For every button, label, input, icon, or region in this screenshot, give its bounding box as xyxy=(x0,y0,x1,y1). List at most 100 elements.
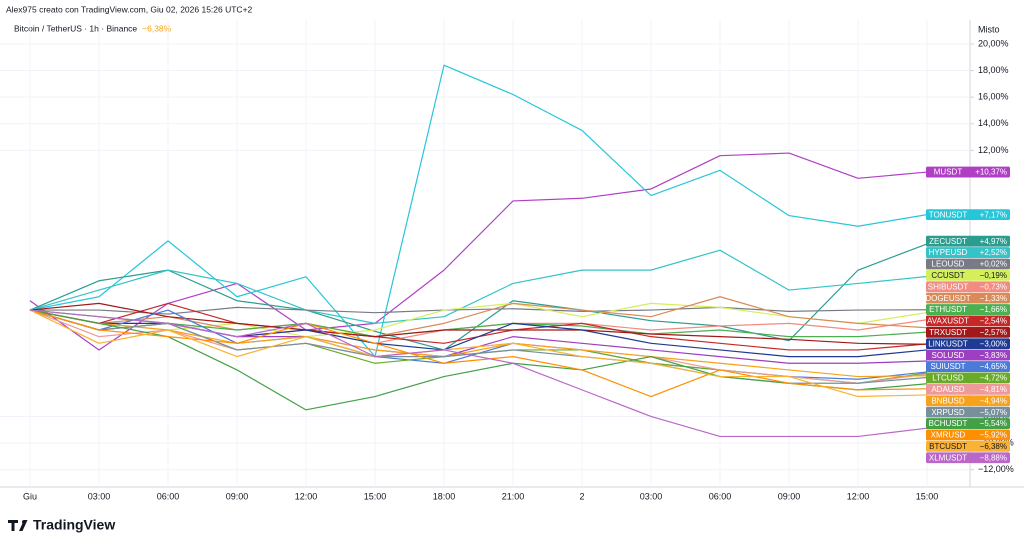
value-label: BCHUSDT −5,54% xyxy=(926,418,1010,429)
series-line xyxy=(29,243,928,351)
y-tick-label: 18,00% xyxy=(978,65,1009,75)
data-label: −3,83% xyxy=(980,351,1007,360)
value-label: CCUSDT −0,19% xyxy=(926,269,1010,281)
y-tick-label: 20,00% xyxy=(978,38,1009,48)
label-box xyxy=(926,418,1010,429)
legend-entry: HYPEUSD xyxy=(929,248,968,257)
label-box xyxy=(926,406,1010,418)
series-line xyxy=(29,296,928,338)
legend-entry: LINKUSDT xyxy=(928,339,968,348)
label-box xyxy=(926,281,1010,293)
label-box xyxy=(926,395,1010,407)
label-box xyxy=(926,361,1010,372)
value-label: LTCUSD −4,72% xyxy=(926,372,1010,384)
data-label: −2,54% xyxy=(980,317,1007,326)
scale-label: Misto xyxy=(978,24,1000,34)
series-line xyxy=(30,306,928,315)
data-label: +0,02% xyxy=(980,260,1007,269)
data-label: −1,33% xyxy=(980,294,1007,303)
label-box xyxy=(926,440,1010,452)
legend-entry: XMRUSD xyxy=(931,431,966,440)
data-label: −0,19% xyxy=(980,271,1007,280)
data-label: +7,17% xyxy=(980,210,1007,219)
series-line xyxy=(29,309,928,338)
value-label: BTCUSDT −6,38% xyxy=(926,440,1010,452)
data-label: +4,97% xyxy=(980,237,1007,246)
label-box xyxy=(926,372,1010,384)
author-line: Alex975 creato con TradingView.com, Giu … xyxy=(6,4,253,14)
legend-entry: MUSDT xyxy=(934,168,963,177)
x-tick-label: 15:00 xyxy=(916,491,939,501)
data-label: −4,94% xyxy=(980,396,1007,405)
y-tick-label: 16,00% xyxy=(978,92,1009,102)
label-box xyxy=(926,383,1010,395)
legend-entry: BNBUSD xyxy=(931,396,965,405)
change-label: −6,38% xyxy=(142,23,172,33)
x-tick-label: 12:00 xyxy=(847,491,870,501)
data-label: +10,37% xyxy=(975,168,1007,177)
data-label: −0,73% xyxy=(980,282,1007,291)
branding: TradingView xyxy=(33,517,115,533)
x-tick-label: 15:00 xyxy=(364,491,387,501)
x-tick-label: Giu xyxy=(23,491,37,501)
legend-entry: SUIUSDT xyxy=(930,362,965,371)
x-tick-label: 18:00 xyxy=(433,491,456,501)
legend-entry: ADAUSD xyxy=(931,385,965,394)
legend-entry: TRXUSDT xyxy=(929,328,967,337)
data-label: +2,52% xyxy=(980,248,1007,257)
value-label: XMRUSD −5,92% xyxy=(926,429,1010,441)
y-tick-label: 12,00% xyxy=(978,145,1009,155)
legend-entry: BCHUSDT xyxy=(929,419,968,428)
label-box xyxy=(926,429,1010,441)
label-box xyxy=(926,326,1010,338)
value-label: SHIBUSDT −0,73% xyxy=(926,281,1010,293)
label-box xyxy=(926,452,1010,464)
chart-title: Bitcoin / TetherUS · 1h · Binance xyxy=(14,23,137,33)
value-label: MUSDT +10,37% xyxy=(926,166,1010,178)
label-box xyxy=(926,304,1010,315)
value-label: AVAXUSDT −2,54% xyxy=(926,315,1010,327)
legend-entry: LEOUSD xyxy=(932,260,965,269)
label-box xyxy=(926,209,1010,221)
legend-entry: CCUSDT xyxy=(931,271,964,280)
x-tick-label: 09:00 xyxy=(778,491,801,501)
data-label: −5,54% xyxy=(980,419,1007,428)
y-tick-label: −12,00% xyxy=(978,464,1014,474)
label-box xyxy=(926,315,1010,327)
data-label: −3,00% xyxy=(980,339,1007,348)
value-label: LEOUSD +0,02% xyxy=(926,258,1010,270)
legend-entry: AVAXUSDT xyxy=(927,317,969,326)
series-line xyxy=(29,302,928,338)
x-tick-label: 03:00 xyxy=(640,491,663,501)
value-label: ADAUSD −4,81% xyxy=(926,383,1010,395)
series-line xyxy=(29,302,928,345)
y-tick-label: 14,00% xyxy=(978,118,1009,128)
x-tick-label: 03:00 xyxy=(88,491,111,501)
label-box xyxy=(926,338,1010,350)
series-line xyxy=(29,64,928,358)
value-label: SOLUSD −3,83% xyxy=(926,349,1010,361)
x-tick-label: 06:00 xyxy=(157,491,180,501)
label-box xyxy=(926,269,1010,281)
legend-entry: SOLUSD xyxy=(932,351,965,360)
grid xyxy=(0,20,970,487)
series-line xyxy=(29,152,928,351)
label-box xyxy=(926,258,1010,270)
data-label: −4,81% xyxy=(980,385,1007,394)
legend-entry: BTCUSDT xyxy=(929,442,967,451)
x-tick-label: 09:00 xyxy=(226,491,249,501)
value-label: HYPEUSD +2,52% xyxy=(926,247,1010,258)
logo xyxy=(8,520,28,531)
value-label: TRXUSDT −2,57% xyxy=(926,326,1010,338)
data-label: −4,65% xyxy=(980,362,1007,371)
x-tick-label: 06:00 xyxy=(709,491,732,501)
series-line xyxy=(29,249,928,324)
legend-entry: ZECUSDT xyxy=(929,237,967,246)
legend-entry: XRPUSD xyxy=(931,408,965,417)
legend-entry: ETHUSDT xyxy=(929,305,967,314)
series-line xyxy=(29,309,928,378)
x-tick-label: 12:00 xyxy=(295,491,318,501)
